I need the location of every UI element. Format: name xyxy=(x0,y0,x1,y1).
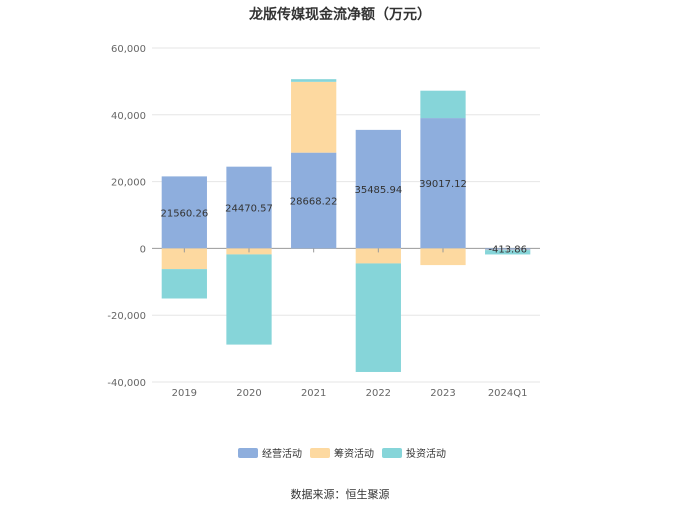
legend-swatch xyxy=(310,448,330,458)
bar-segment xyxy=(355,129,401,249)
legend-label: 筹资活动 xyxy=(334,447,374,460)
bar-segment xyxy=(291,152,337,249)
y-tick-label: 40,000 xyxy=(111,111,146,122)
y-tick-label: 20,000 xyxy=(111,178,146,189)
bar-segment xyxy=(355,248,401,264)
bar-segment xyxy=(161,176,207,249)
data-label: 24470.57 xyxy=(225,204,273,215)
x-tick-label: 2020 xyxy=(236,388,261,399)
data-label: 21560.26 xyxy=(160,208,208,219)
legend-label: 投资活动 xyxy=(406,447,446,460)
bar-segment xyxy=(161,248,207,270)
bar-segment xyxy=(291,79,337,82)
x-tick-label: 2024Q1 xyxy=(488,388,528,399)
chart-title: 龙版传媒现金流净额（万元） xyxy=(249,7,431,23)
x-tick-label: 2021 xyxy=(301,388,326,399)
bar-segment xyxy=(420,118,466,249)
chart-svg: -40,000 -20,000 0 20,000 40,000 60,000 2019 215… xyxy=(107,44,540,460)
bar-segment xyxy=(226,254,272,345)
y-tick-label: 60,000 xyxy=(111,44,146,55)
legend-swatch xyxy=(382,448,402,458)
x-tick-label: 2023 xyxy=(430,388,455,399)
y-tick-label: -20,000 xyxy=(107,311,146,322)
bar-segment xyxy=(420,248,466,266)
data-source: 数据来源：恒生聚源 xyxy=(290,488,390,501)
data-label: 35485.94 xyxy=(354,185,402,196)
y-tick-label: -40,000 xyxy=(107,378,146,389)
legend-swatch xyxy=(238,448,258,458)
y-tick-label: 0 xyxy=(140,244,146,255)
bar-segment xyxy=(355,263,401,372)
x-tick-label: 2019 xyxy=(172,388,197,399)
x-tick-label: 2022 xyxy=(366,388,391,399)
bar-segment xyxy=(420,90,466,119)
data-label: 39017.12 xyxy=(419,179,467,190)
bar-segment xyxy=(226,166,272,249)
legend-label: 经营活动 xyxy=(262,447,302,460)
data-label: -413.86 xyxy=(488,244,527,255)
bar-segment xyxy=(291,81,337,153)
bar-segment xyxy=(161,269,207,299)
data-label: 28668.22 xyxy=(290,197,338,208)
